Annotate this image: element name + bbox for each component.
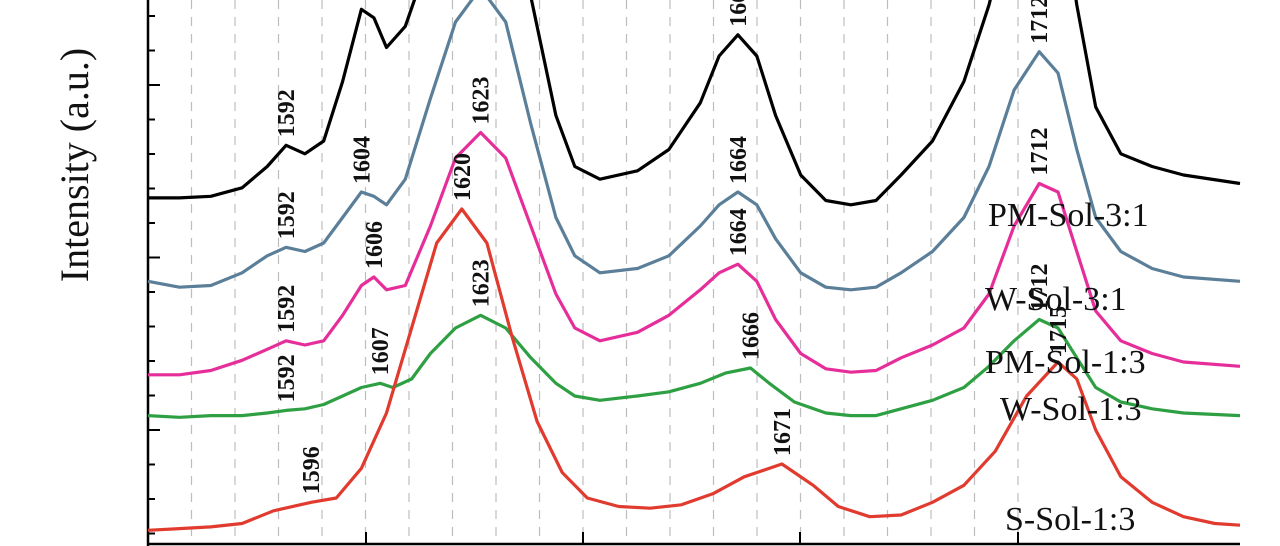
peak-label: 1596 [299, 446, 325, 494]
peak-label: 1620 [450, 153, 476, 201]
y-axis-ticks [148, 15, 160, 535]
series-label-pm-sol-1-3: PM-Sol-1:3 [985, 344, 1146, 381]
peak-label: 1671 [770, 408, 796, 456]
peak-label: 1712 [1027, 128, 1053, 176]
peak-label: 1592 [274, 89, 300, 137]
peak-label: 1592 [274, 191, 300, 239]
peak-label: 1623 [469, 259, 495, 307]
series-label-w-sol-3-1: W-Sol-3:1 [985, 281, 1127, 318]
peak-label: 1604 [349, 0, 375, 1]
spectra-series [147, 0, 1241, 532]
peak-label: 1664 [726, 208, 752, 256]
peak-label: 1715 [1046, 306, 1072, 354]
peak-labels: 1592 1604 1623 1664 1712 1592 1604 1623 1664 1712… [274, 0, 1072, 494]
peak-label: 1664 [726, 136, 752, 184]
plot-frame [146, 0, 1240, 546]
series-line-pm-sol-3-1 [148, 0, 1241, 207]
peak-label: 1664 [726, 0, 752, 27]
peak-label: 1604 [349, 136, 375, 184]
peak-label: 1623 [469, 77, 495, 125]
peak-label: 1592 [274, 354, 300, 402]
peak-label: 1712 [1027, 0, 1053, 44]
series-label-pm-sol-3-1: PM-Sol-3:1 [988, 197, 1149, 234]
series-line-w-sol-1-3 [147, 313, 1241, 419]
series-line-pm-sol-1-3 [148, 130, 1241, 377]
series-line-w-sol-3-1 [147, 0, 1241, 292]
peak-label: 1666 [739, 312, 765, 360]
series-label-s-sol-1-3: S-Sol-1:3 [1005, 501, 1135, 538]
peak-label: 1592 [274, 285, 300, 333]
peak-label: 1712 [1027, 264, 1053, 312]
series-labels: PM-Sol-3:1 W-Sol-3:1 PM-Sol-1:3 W-Sol-1:3 S-… [985, 197, 1149, 538]
series-label-w-sol-1-3: W-Sol-1:3 [1000, 391, 1142, 428]
peak-label: 1606 [362, 221, 388, 269]
x-axis-ticks [365, 532, 1019, 544]
y-axis-label: Intensity (a.u.) [52, 48, 97, 282]
peak-label: 1607 [368, 327, 394, 375]
series-line-s-sol-1-3 [147, 207, 1241, 532]
